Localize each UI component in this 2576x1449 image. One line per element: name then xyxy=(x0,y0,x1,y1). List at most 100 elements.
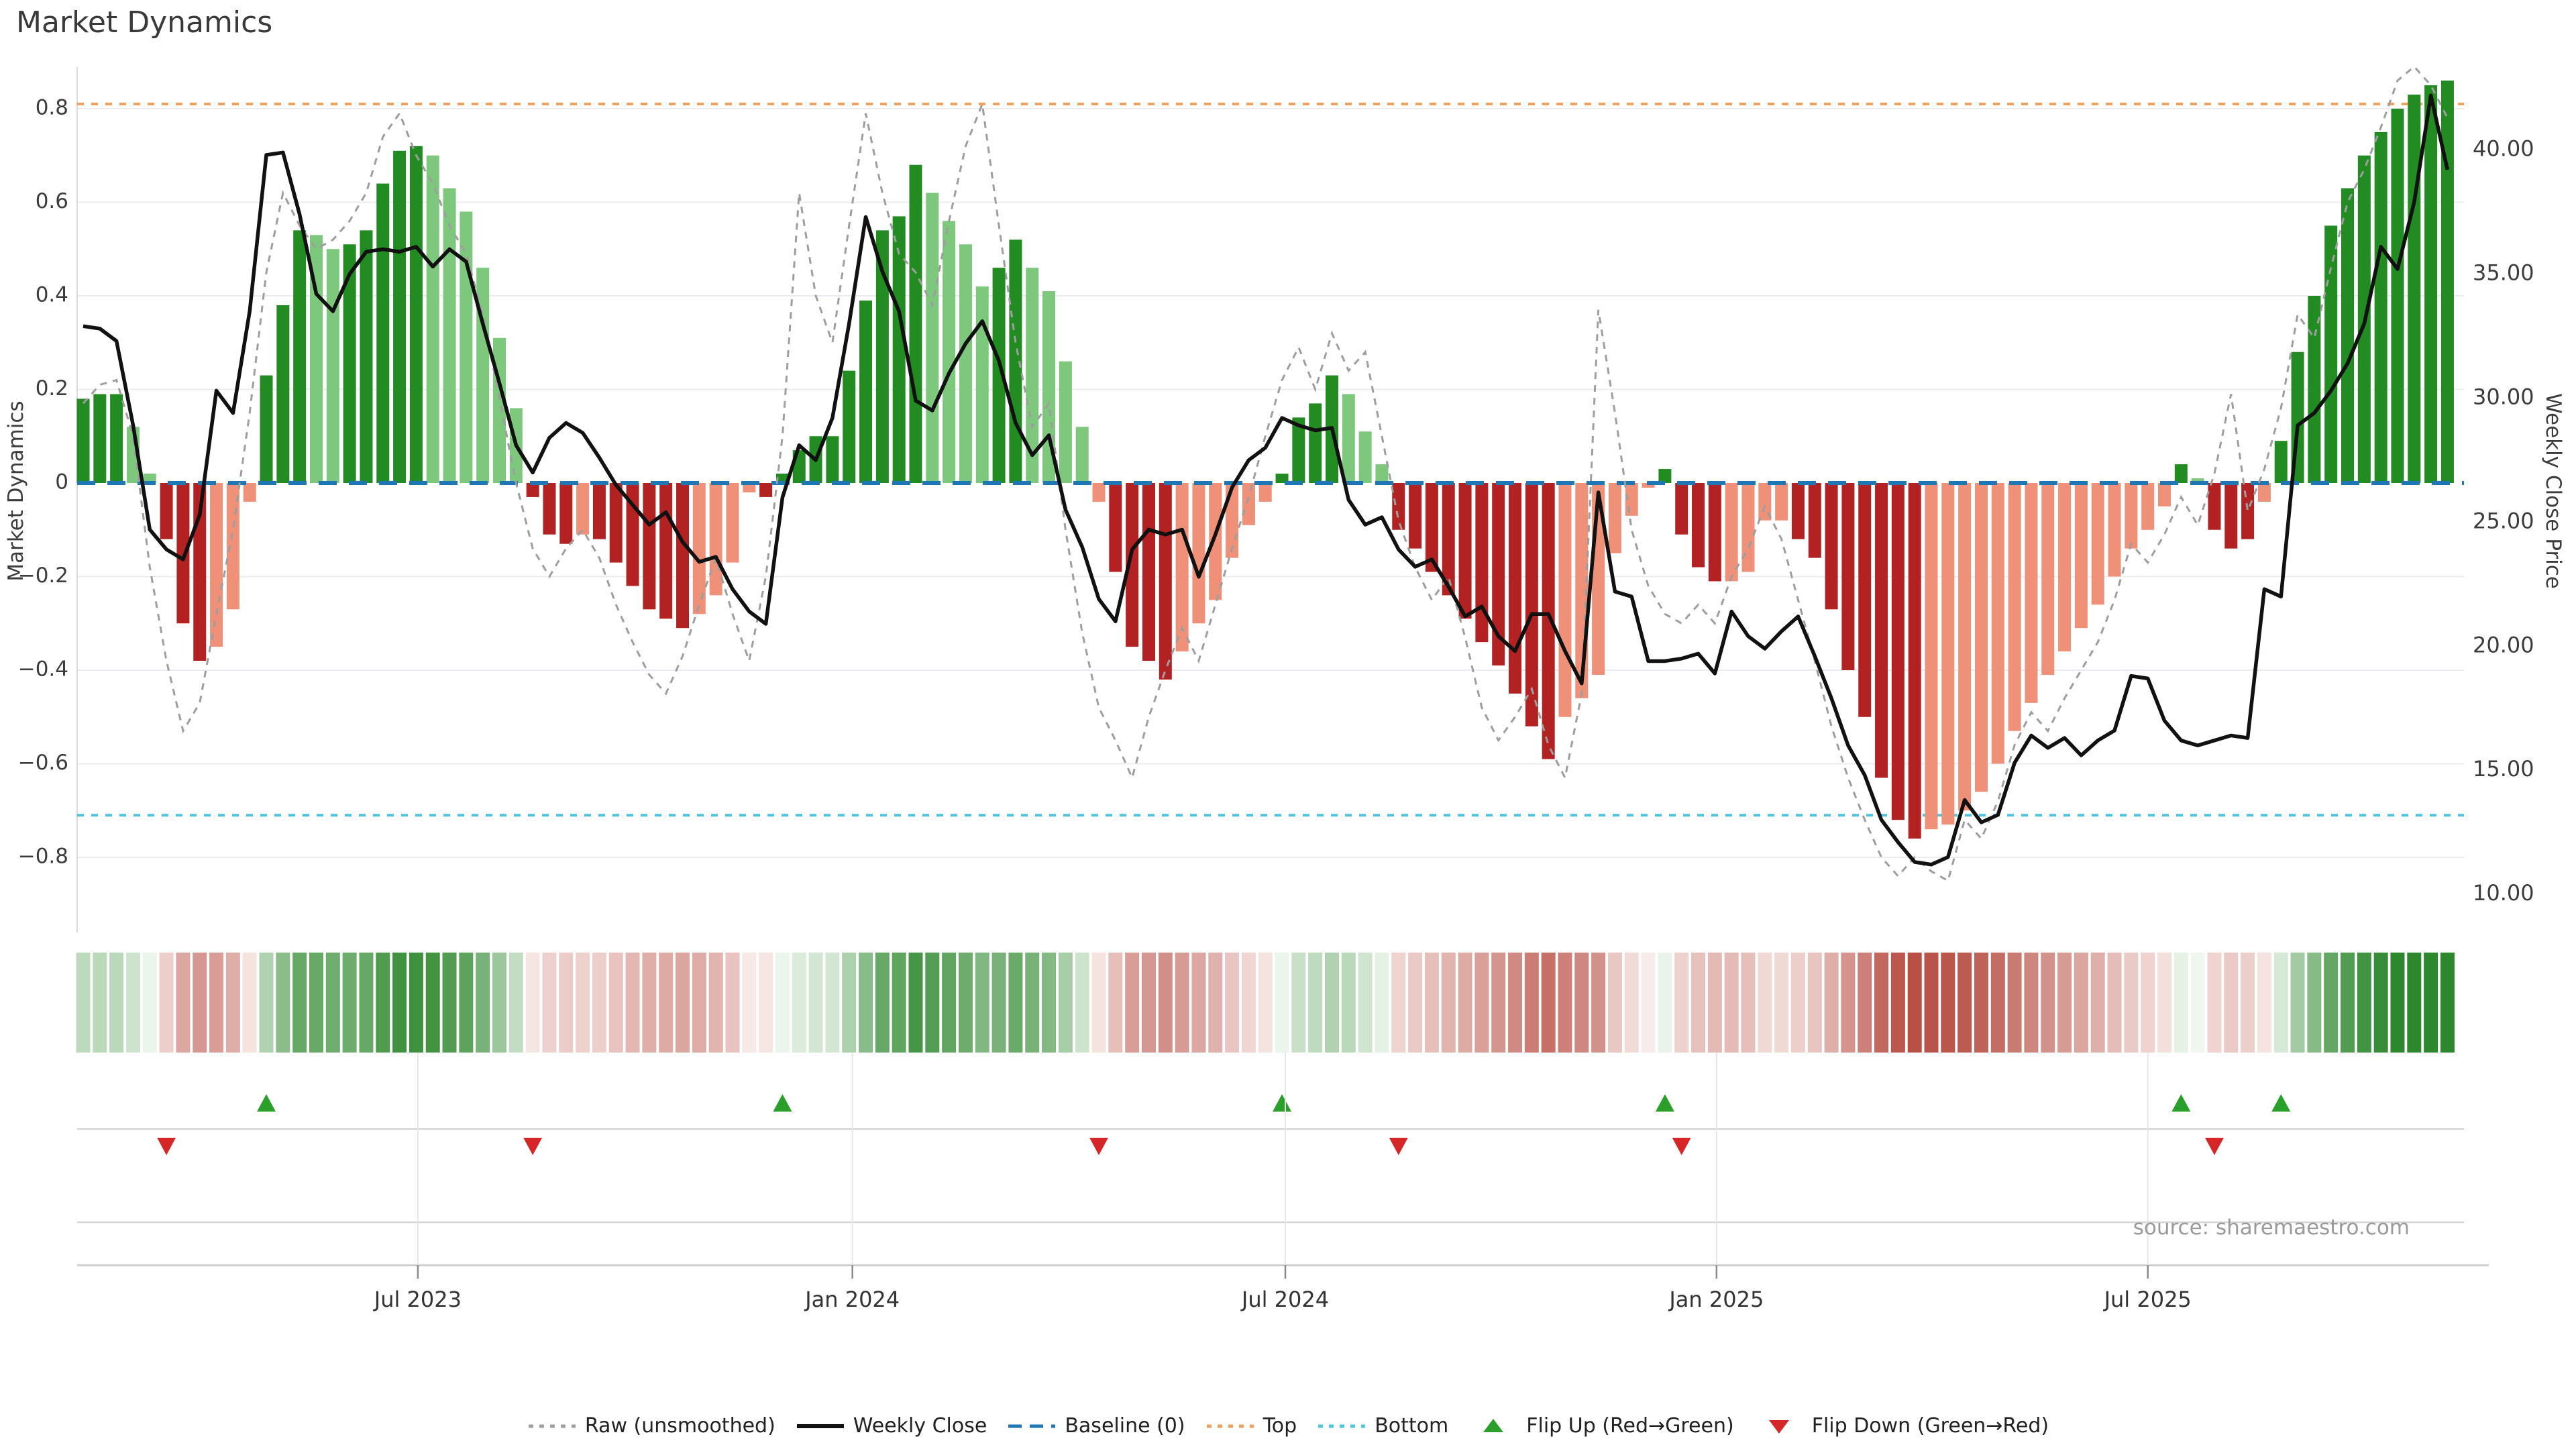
heatmap-cell xyxy=(1491,953,1506,1053)
oscillator-bar xyxy=(743,483,756,492)
svg-text:Jul 2025: Jul 2025 xyxy=(2103,1287,2192,1312)
flip-up-icon xyxy=(2271,1094,2291,1112)
heatmap-cell xyxy=(708,953,723,1053)
oscillator-bar xyxy=(493,337,506,483)
oscillator-bar xyxy=(1758,483,1772,521)
oscillator-bar xyxy=(2141,483,2155,530)
heatmap-cell xyxy=(2057,953,2072,1053)
oscillator-bar xyxy=(2424,85,2438,483)
heatmap-cell xyxy=(159,953,174,1053)
flip-down-icon xyxy=(1389,1138,1408,1155)
oscillator-bar xyxy=(2391,109,2404,483)
legend-label: Baseline (0) xyxy=(1065,1414,1185,1438)
heatmap-cell xyxy=(1325,953,1339,1053)
heatmap-cell xyxy=(559,953,574,1053)
heatmap-cell xyxy=(1941,953,1955,1053)
heatmap-cell xyxy=(1858,953,1872,1053)
heatmap-cell xyxy=(1974,953,1988,1053)
oscillator-bar xyxy=(875,230,889,483)
heatmap-cell xyxy=(1424,953,1439,1053)
heatmap-cell xyxy=(2190,953,2205,1053)
heatmap-cell xyxy=(759,953,773,1053)
oscillator-bar xyxy=(1442,483,1455,596)
oscillator-bar xyxy=(243,483,256,502)
oscillator-bar xyxy=(2191,478,2204,483)
oscillator-bar xyxy=(2008,483,2021,731)
oscillator-bar xyxy=(859,300,873,483)
oscillator-bar xyxy=(343,244,356,483)
oscillator-bar xyxy=(1309,403,1322,483)
legend-item-4: Top xyxy=(1205,1414,1297,1438)
heatmap-cell xyxy=(1291,953,1306,1053)
heatmap-cell xyxy=(376,953,390,1053)
flip-up-icon xyxy=(2171,1094,2191,1112)
oscillator-bar xyxy=(1642,483,1655,488)
oscillator-bar xyxy=(2041,483,2055,675)
heatmap-cell xyxy=(242,953,257,1053)
heatmap-cell xyxy=(409,953,423,1053)
heatmap-cell xyxy=(1091,953,1106,1053)
oscillator-bar xyxy=(210,483,223,647)
heatmap-cell xyxy=(592,953,606,1053)
oscillator-bar xyxy=(2341,188,2355,483)
heatmap-cell xyxy=(309,953,323,1053)
svg-text:10.00: 10.00 xyxy=(2473,880,2534,906)
heatmap-cell xyxy=(125,953,140,1053)
oscillator-bar xyxy=(1075,427,1089,483)
heatmap-cell xyxy=(975,953,989,1053)
oscillator-bar xyxy=(843,370,856,483)
heatmap-cell xyxy=(1042,953,1057,1053)
heatmap-cell xyxy=(1707,953,1722,1053)
oscillator-bar xyxy=(1275,474,1289,483)
oscillator-bar xyxy=(376,183,390,483)
oscillator-bar xyxy=(1159,483,1172,680)
oscillator-bar xyxy=(1941,483,1955,825)
heatmap-cell xyxy=(1025,953,1040,1053)
heatmap-cell xyxy=(1458,953,1472,1053)
heatmap-cell xyxy=(1874,953,1889,1053)
oscillator-bar xyxy=(1509,483,1522,694)
svg-text:−0.2: −0.2 xyxy=(18,564,68,588)
oscillator-bar xyxy=(1192,483,1205,624)
heatmap-cell xyxy=(2007,953,2022,1053)
oscillator-bar xyxy=(2108,483,2121,577)
heatmap-cell xyxy=(1175,953,1189,1053)
heatmap-cell xyxy=(492,953,506,1053)
svg-text:Jul 2024: Jul 2024 xyxy=(1240,1287,1329,1312)
heatmap-cell xyxy=(2390,953,2405,1053)
heatmap-cell xyxy=(692,953,706,1053)
oscillator-bar xyxy=(1209,483,1222,600)
legend-label: Bottom xyxy=(1375,1414,1449,1438)
oscillator-bar xyxy=(559,483,573,544)
heatmap-cell xyxy=(2407,953,2422,1053)
oscillator-bar xyxy=(992,268,1006,483)
oscillator-bar xyxy=(2440,80,2454,483)
oscillator-bar xyxy=(659,483,673,619)
svg-text:0.2: 0.2 xyxy=(36,376,68,400)
heatmap-cell xyxy=(542,953,557,1053)
heatmap-cell xyxy=(859,953,873,1053)
svg-text:25.00: 25.00 xyxy=(2473,508,2534,533)
legend-line-swatch xyxy=(1318,1424,1366,1428)
heatmap-cell xyxy=(2107,953,2122,1053)
heatmap-cell xyxy=(1541,953,1556,1053)
oscillator-bar xyxy=(2257,483,2271,502)
heatmap-cell xyxy=(676,953,690,1053)
heatmap-cell xyxy=(1158,953,1173,1053)
oscillator-bar xyxy=(1725,483,1738,582)
heatmap-cell xyxy=(109,953,124,1053)
heatmap-cell xyxy=(1524,953,1539,1053)
oscillator-bar xyxy=(2224,483,2238,549)
legend-item-6: Flip Up (Red→Green) xyxy=(1468,1414,1734,1438)
heatmap-cell xyxy=(1125,953,1140,1053)
heatmap-cell xyxy=(775,953,790,1053)
oscillator-bar xyxy=(592,483,606,539)
oscillator-bar xyxy=(726,483,739,563)
heatmap-cell xyxy=(93,953,107,1053)
oscillator-bar xyxy=(1292,417,1305,483)
heatmap-cell xyxy=(1890,953,1905,1053)
heatmap-cell xyxy=(1258,953,1273,1053)
oscillator-bar xyxy=(1875,483,1888,778)
oscillator-bar xyxy=(1692,483,1705,568)
oscillator-bar xyxy=(1392,483,1405,530)
